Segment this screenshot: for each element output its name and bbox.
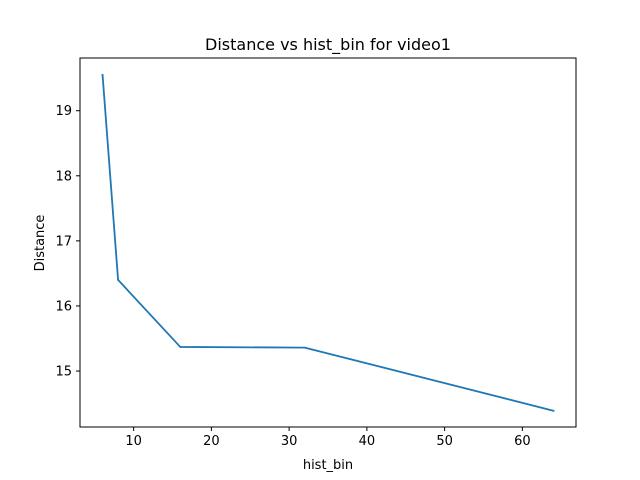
x-tick-label: 40	[359, 434, 376, 449]
chart-title: Distance vs hist_bin for video1	[205, 35, 451, 55]
y-tick-label: 17	[55, 234, 72, 249]
x-tick-label: 20	[203, 434, 220, 449]
x-axis-label: hist_bin	[303, 458, 353, 473]
series-layer	[101, 73, 555, 412]
x-tick-label: 50	[436, 434, 453, 449]
data-point	[303, 346, 306, 349]
plot-area	[79, 57, 577, 428]
data-point	[552, 409, 555, 412]
y-tick-label: 16	[55, 299, 72, 314]
y-axis-label: Distance	[33, 215, 48, 272]
y-tick-label: 18	[55, 169, 72, 184]
y-tick-label: 19	[55, 104, 72, 119]
x-tick-label: 30	[281, 434, 298, 449]
x-axis-ticks: 10 20 30 40 50 60	[125, 427, 531, 449]
data-point	[179, 346, 182, 348]
axes-frame	[79, 57, 577, 428]
x-tick-label: 10	[125, 434, 142, 449]
y-axis-ticks: 15 16 17 18 19	[55, 104, 80, 380]
x-tick-label: 60	[514, 434, 531, 449]
y-tick-label: 15	[55, 365, 72, 380]
data-point	[101, 74, 104, 76]
data-point	[117, 279, 119, 281]
